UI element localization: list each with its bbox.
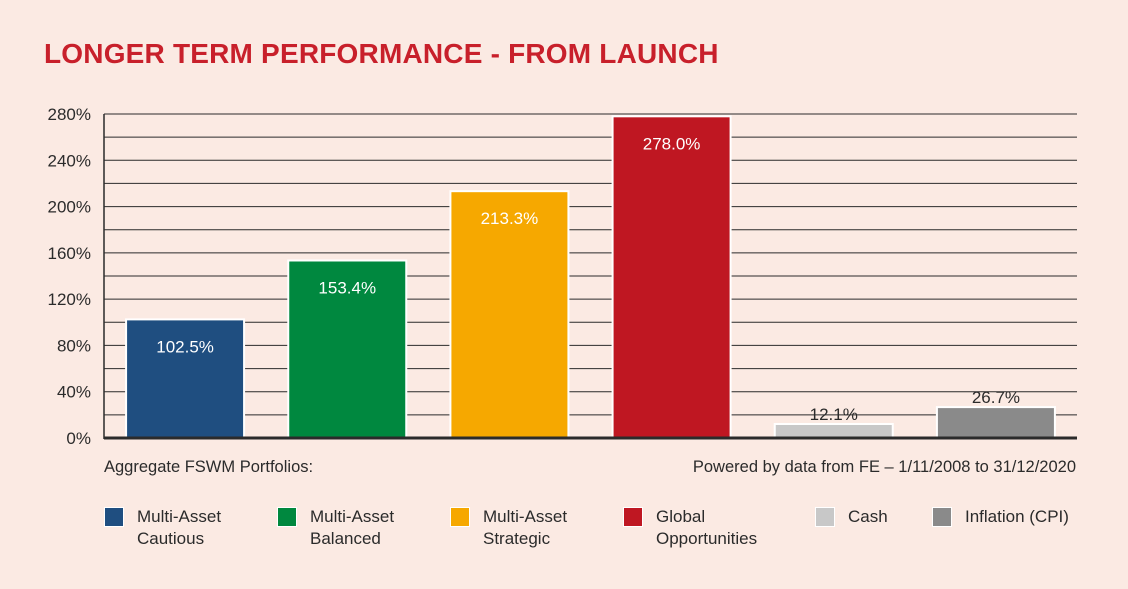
bar [287, 259, 408, 439]
legend-swatch [932, 507, 952, 527]
y-tick-label: 0% [66, 429, 91, 448]
y-tick-label: 80% [57, 336, 91, 355]
bar-value-label: 213.3% [481, 209, 539, 228]
legend-item-strategic: Multi-Asset Strategic [450, 506, 567, 550]
legend-item-balanced: Multi-Asset Balanced [277, 506, 394, 550]
bar [125, 318, 246, 439]
legend: Multi-Asset Cautious Multi-Asset Balance… [0, 506, 1128, 566]
y-tick-label: 40% [57, 383, 91, 402]
legend-swatch [815, 507, 835, 527]
y-tick-label: 200% [48, 198, 91, 217]
legend-label: Inflation (CPI) [965, 507, 1069, 526]
portfolio-note: Aggregate FSWM Portfolios: [104, 458, 314, 476]
bar [449, 190, 570, 439]
chart-title: LONGER TERM PERFORMANCE - FROM LAUNCH [44, 38, 719, 69]
bar-value-label: 278.0% [643, 134, 701, 153]
legend-label: Multi-Asset Strategic [483, 507, 568, 548]
y-tick-label: 120% [48, 290, 91, 309]
legend-item-cautious: Multi-Asset Cautious [104, 506, 221, 550]
bar [773, 422, 894, 439]
bar [611, 115, 732, 439]
legend-swatch [450, 507, 470, 527]
legend-swatch [623, 507, 643, 527]
bar-value-label: 102.5% [156, 337, 214, 356]
legend-label: Multi-Asset Balanced [310, 507, 395, 548]
y-tick-label: 280% [48, 105, 91, 124]
bar [935, 406, 1056, 439]
legend-item-cash: Cash [815, 506, 888, 528]
y-tick-label: 240% [48, 151, 91, 170]
bar-value-label: 153.4% [318, 278, 376, 297]
legend-label: Cash [848, 507, 888, 526]
bar-chart: 0% 40% 80% 120% 160% 200% 240% 280% 102.5% 153.4%… [48, 105, 1077, 448]
legend-label: Global Opportunities [656, 507, 758, 548]
legend-swatch [277, 507, 297, 527]
legend-label: Multi-Asset Cautious [137, 507, 222, 548]
legend-swatch [104, 507, 124, 527]
legend-item-global: Global Opportunities [623, 506, 757, 550]
data-source-note: Powered by data from FE – 1/11/2008 to 3… [692, 458, 1076, 476]
bar-value-label: 12.1% [810, 405, 858, 424]
legend-item-inflation: Inflation (CPI) [932, 506, 1069, 528]
y-tick-label: 160% [48, 244, 91, 263]
bar-value-label: 26.7% [972, 388, 1020, 407]
